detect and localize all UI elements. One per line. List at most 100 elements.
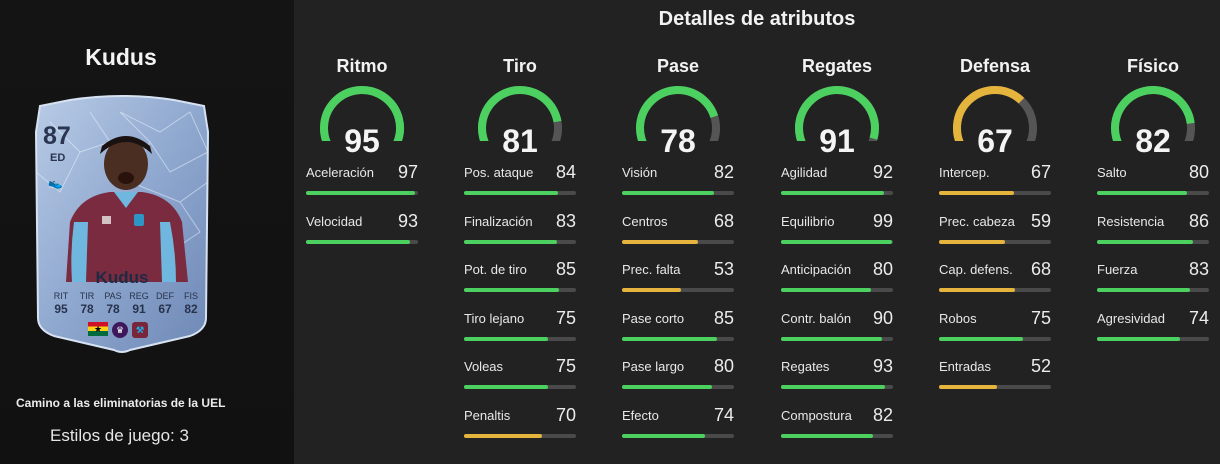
stat-name: Agresividad [1097, 310, 1165, 326]
premier-league-icon: ♛ [112, 322, 128, 338]
stat-bar-fill [622, 433, 705, 438]
play-styles-count[interactable]: Estilos de juego: 3 [50, 426, 189, 445]
stat-name: Equilibrio [781, 213, 835, 229]
stat-bar-track [781, 385, 893, 389]
stat-name: Pot. de tiro [464, 262, 527, 277]
stat-row[interactable]: Pos. ataque 84 [464, 162, 576, 214]
stat-row[interactable]: Efecto 74 [622, 404, 734, 457]
player-panel: Kudus [0, 0, 294, 464]
stat-bar-fill [939, 336, 1023, 341]
stat-value: 86 [1188, 210, 1209, 231]
stat-row[interactable]: Equilibrio 99 [781, 210, 893, 263]
stat-row[interactable]: Tiro lejano 75 [464, 307, 576, 360]
attributes-panel: Detalles de atributos Ritmo 95 Aceleración… [294, 0, 1220, 464]
stat-bar-track [939, 385, 1051, 389]
stat-row[interactable]: Contr. balón 90 [781, 308, 893, 360]
attributes-title: Detalles de atributos [658, 8, 856, 30]
stat-name: Resistencia [1097, 213, 1165, 229]
stat-bar-fill [464, 433, 543, 438]
stat-bar-track [464, 239, 576, 244]
category-value: 81 [502, 123, 538, 159]
stat-name: Prec. falta [622, 262, 681, 277]
category-gauge: 81 [464, 79, 576, 165]
stat-bar-track [781, 336, 893, 341]
stat-value: 80 [872, 259, 893, 279]
stat-row[interactable]: Pot. de tiro 85 [464, 259, 576, 311]
stat-bar-track [939, 239, 1051, 244]
stat-value: 52 [1030, 356, 1051, 376]
stat-row[interactable]: Anticipación 80 [781, 259, 893, 311]
stat-value: 75 [1030, 307, 1051, 328]
ghana-flag-icon [88, 322, 108, 336]
stat-row[interactable]: Voleas 75 [464, 356, 576, 408]
player-card[interactable]: 87 ED 👟 Kudus RIT 95 TIR 78 PAS 78 REG 91 DE… [30, 92, 214, 354]
stat-name: Efecto [622, 407, 659, 423]
stat-bar-track [939, 336, 1051, 341]
stat-value: 85 [555, 259, 576, 279]
stat-row[interactable]: Visión 82 [622, 162, 734, 214]
stat-row[interactable]: Centros 68 [622, 211, 734, 263]
stat-bar-fill [464, 191, 559, 195]
stat-row[interactable]: Pase largo 80 [622, 356, 734, 408]
stat-row[interactable]: Cap. defens. 68 [939, 259, 1051, 311]
stat-row[interactable]: Pase corto 85 [622, 308, 734, 360]
west-ham-crest-icon: ⚒ [132, 322, 148, 338]
attribute-column: Físico 82 Salto 80 Resistencia 86 Fuerza 83 Agre… [1097, 56, 1209, 359]
stat-value: 74 [713, 404, 734, 425]
stat-name: Tiro lejano [464, 310, 525, 326]
stat-row[interactable]: Regates 93 [781, 356, 893, 408]
stat-row[interactable]: Agilidad 92 [781, 162, 893, 214]
stat-name: Prec. cabeza [939, 213, 1015, 229]
category-label: Pase [656, 56, 700, 76]
stat-value: 75 [555, 356, 576, 376]
stat-value: 82 [872, 404, 893, 425]
stat-bar-track [781, 288, 893, 292]
stat-bar-track [622, 288, 734, 292]
stat-bar-fill [622, 288, 682, 292]
stat-row[interactable]: Prec. falta 53 [622, 259, 734, 311]
gauge-fill [478, 86, 562, 141]
stat-row[interactable]: Prec. cabeza 59 [939, 211, 1051, 263]
stat-row[interactable]: Aceleración 97 [306, 162, 418, 214]
stat-row[interactable]: Resistencia 86 [1097, 210, 1209, 263]
stat-bar-fill [939, 385, 998, 389]
card-mini-stat: REG 91 [129, 291, 149, 316]
stat-bar-track [781, 239, 893, 244]
stat-row[interactable]: Fuerza 83 [1097, 259, 1209, 311]
stat-bar-track [781, 191, 893, 195]
stat-bar-track [1097, 191, 1209, 195]
stat-value: 99 [872, 210, 893, 231]
stat-value: 84 [555, 162, 576, 182]
stat-row[interactable]: Velocidad 93 [306, 211, 418, 263]
stat-row[interactable]: Salto 80 [1097, 162, 1209, 214]
stat-bar-track [306, 191, 418, 195]
stat-bar-track [939, 288, 1051, 292]
stat-row[interactable]: Intercep. 67 [939, 162, 1051, 214]
stat-bar-fill [464, 385, 548, 389]
gauge-fill [636, 86, 719, 141]
stat-row[interactable]: Penaltis 70 [464, 405, 576, 457]
stat-bar-fill [622, 385, 712, 389]
stat-row[interactable]: Robos 75 [939, 307, 1051, 360]
stat-bar-fill [781, 239, 892, 244]
stat-name: Entradas [939, 359, 992, 374]
stat-row[interactable]: Compostura 82 [781, 404, 893, 457]
card-mini-stat: PAS 78 [104, 291, 122, 316]
card-frame-graphic [34, 95, 210, 353]
stat-name: Compostura [781, 407, 852, 423]
stat-row[interactable]: Entradas 52 [939, 356, 1051, 408]
stat-bar-fill [464, 336, 548, 341]
stat-bar-fill [622, 191, 714, 195]
stat-row[interactable]: Finalización 83 [464, 211, 576, 263]
category-label: Tiro [503, 56, 537, 76]
stat-bar-fill [1097, 191, 1187, 195]
gauge-fill [1111, 86, 1195, 141]
stat-row[interactable]: Agresividad 74 [1097, 307, 1209, 360]
stat-value: 80 [1188, 162, 1209, 182]
stat-name: Robos [939, 310, 977, 326]
gauge-fill [320, 86, 404, 141]
stat-value: 74 [1188, 307, 1209, 328]
stat-name: Agilidad [781, 165, 828, 180]
stat-value: 75 [555, 307, 576, 328]
category-value: 91 [819, 123, 855, 159]
